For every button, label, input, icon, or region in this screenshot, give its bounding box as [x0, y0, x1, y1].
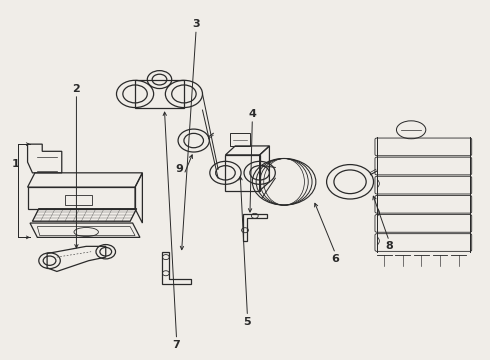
Text: 9: 9: [175, 164, 183, 174]
Text: 2: 2: [73, 84, 80, 94]
Text: 6: 6: [331, 254, 340, 264]
Text: 1: 1: [11, 159, 19, 169]
Text: 7: 7: [172, 340, 180, 350]
Text: 5: 5: [244, 317, 251, 327]
Text: 3: 3: [193, 19, 200, 29]
Text: 8: 8: [385, 241, 393, 251]
Text: 4: 4: [248, 109, 256, 119]
